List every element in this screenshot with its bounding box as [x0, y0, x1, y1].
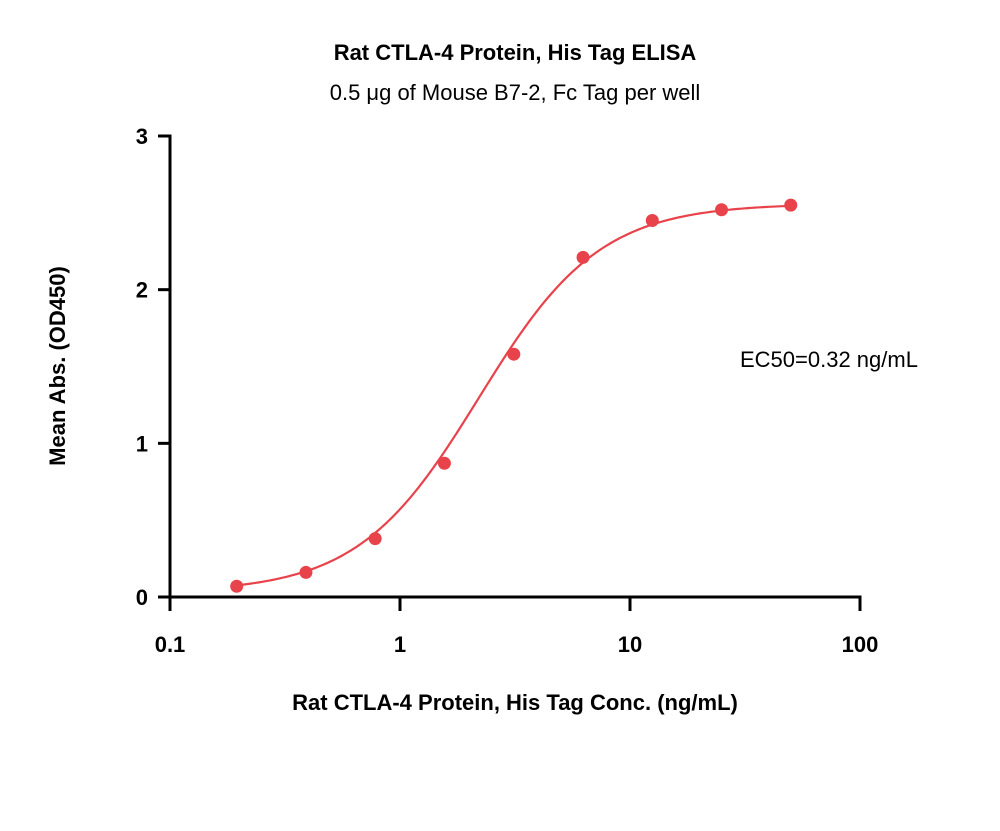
- data-point: [715, 203, 729, 217]
- data-point: [299, 565, 313, 579]
- data-point: [368, 532, 382, 546]
- data-point: [576, 250, 590, 264]
- data-point: [230, 579, 244, 593]
- axes: 0 1 2 3 0.1 1 10 100: [136, 124, 879, 657]
- data-point: [784, 198, 798, 212]
- chart-subtitle: 0.5 μg of Mouse B7-2, Fc Tag per well: [330, 80, 701, 105]
- data-point: [507, 347, 521, 361]
- chart-title: Rat CTLA-4 Protein, His Tag ELISA: [334, 40, 697, 65]
- y-tick-label: 3: [136, 124, 148, 149]
- x-axis-label: Rat CTLA-4 Protein, His Tag Conc. (ng/mL…: [292, 690, 738, 715]
- x-tick-label: 0.1: [155, 632, 186, 657]
- y-tick-label: 1: [136, 431, 148, 456]
- fit-curve-layer: [236, 204, 791, 587]
- y-tick-label: 2: [136, 278, 148, 303]
- data-point: [645, 214, 659, 228]
- fit-curve: [236, 204, 791, 587]
- y-tick-label: 0: [136, 585, 148, 610]
- x-tick-label: 10: [618, 632, 642, 657]
- y-axis-label: Mean Abs. (OD450): [45, 266, 70, 466]
- data-points-layer: [230, 198, 798, 593]
- data-point: [437, 456, 451, 470]
- x-tick-label: 1: [394, 632, 406, 657]
- x-tick-label: 100: [842, 632, 879, 657]
- ec50-annotation: EC50=0.32 ng/mL: [740, 347, 918, 372]
